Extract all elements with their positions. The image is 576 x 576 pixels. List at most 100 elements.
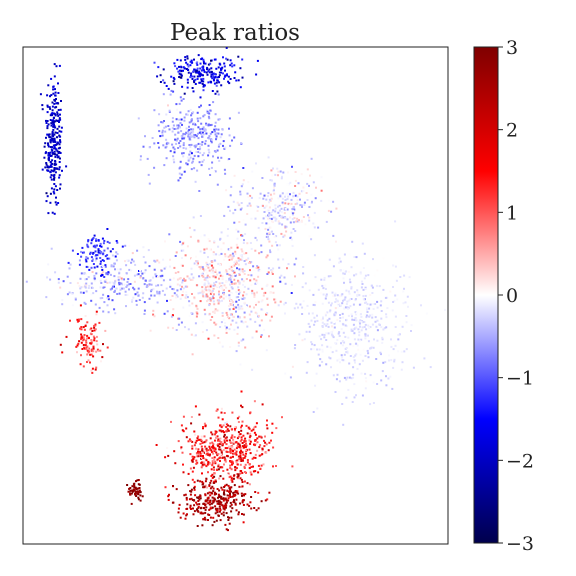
data-point — [94, 328, 97, 331]
data-point — [203, 152, 206, 155]
data-point — [351, 315, 353, 318]
data-point — [155, 444, 158, 446]
data-point — [302, 186, 305, 189]
data-point — [99, 242, 102, 245]
data-point — [329, 346, 332, 349]
data-point — [136, 492, 139, 495]
data-point — [173, 62, 176, 65]
data-point — [80, 250, 82, 253]
data-point — [191, 161, 194, 164]
data-point — [119, 288, 122, 291]
data-point — [199, 442, 202, 445]
data-point — [205, 506, 208, 509]
data-point — [219, 282, 222, 285]
data-point — [226, 468, 229, 471]
data-point — [366, 311, 369, 313]
data-point — [333, 314, 336, 317]
data-point — [291, 208, 294, 211]
data-point — [173, 148, 176, 151]
data-point — [272, 465, 274, 468]
data-point — [311, 200, 313, 203]
data-point — [228, 297, 231, 300]
data-point — [53, 102, 56, 105]
data-point — [203, 70, 206, 73]
data-point — [240, 438, 243, 441]
data-point — [225, 270, 228, 273]
data-point — [241, 270, 244, 272]
data-point — [176, 127, 179, 130]
data-point — [271, 174, 274, 177]
data-point — [253, 292, 256, 295]
data-point — [230, 281, 233, 283]
data-point — [184, 133, 187, 136]
data-point — [238, 457, 241, 460]
data-point — [257, 464, 260, 467]
data-point — [349, 343, 352, 346]
data-point — [52, 175, 55, 178]
data-point — [321, 321, 324, 324]
data-point — [359, 353, 362, 356]
data-point — [50, 94, 53, 97]
data-point — [363, 313, 366, 316]
data-point — [83, 301, 86, 304]
data-point — [52, 85, 55, 88]
data-point — [152, 309, 155, 312]
data-point — [183, 67, 186, 70]
data-point — [336, 359, 339, 362]
data-point — [327, 209, 330, 212]
data-point — [299, 198, 301, 201]
data-point — [323, 323, 326, 326]
data-point — [74, 297, 77, 300]
data-point — [173, 82, 176, 85]
data-point — [286, 192, 289, 195]
data-point — [219, 136, 222, 139]
data-point — [210, 468, 213, 471]
data-point — [220, 512, 223, 515]
data-point — [310, 157, 313, 160]
data-point — [202, 89, 205, 92]
data-point — [130, 261, 133, 264]
data-point — [217, 93, 220, 96]
data-point — [202, 295, 205, 298]
data-point — [274, 216, 277, 219]
data-point — [193, 456, 196, 459]
data-point — [233, 491, 236, 494]
data-point — [355, 326, 358, 329]
data-point — [241, 459, 244, 462]
data-point — [148, 182, 151, 185]
data-point — [53, 133, 56, 136]
data-point — [57, 92, 60, 94]
data-point — [206, 300, 208, 303]
data-point — [276, 167, 279, 170]
data-point — [198, 75, 201, 78]
data-point — [240, 424, 243, 427]
data-point — [106, 297, 109, 299]
data-point — [229, 451, 232, 454]
data-point — [245, 258, 248, 261]
data-point — [183, 116, 186, 119]
data-point — [266, 303, 269, 306]
data-point — [333, 321, 335, 324]
data-point — [293, 208, 296, 211]
data-point — [52, 92, 55, 95]
data-point — [361, 280, 363, 283]
data-point — [116, 293, 119, 295]
data-point — [82, 336, 85, 339]
data-point — [193, 444, 196, 447]
data-point — [313, 211, 316, 214]
data-point — [106, 228, 109, 230]
data-point — [188, 498, 191, 501]
data-point — [192, 131, 195, 134]
data-point — [85, 284, 88, 287]
data-point — [242, 446, 245, 449]
data-point — [227, 228, 229, 230]
data-point — [258, 229, 261, 232]
data-point — [381, 341, 384, 344]
data-point — [353, 291, 356, 294]
data-point — [49, 95, 51, 98]
data-point — [249, 471, 252, 474]
data-point — [167, 87, 170, 90]
data-point — [394, 344, 397, 347]
data-point — [274, 298, 277, 301]
data-point — [190, 508, 192, 510]
